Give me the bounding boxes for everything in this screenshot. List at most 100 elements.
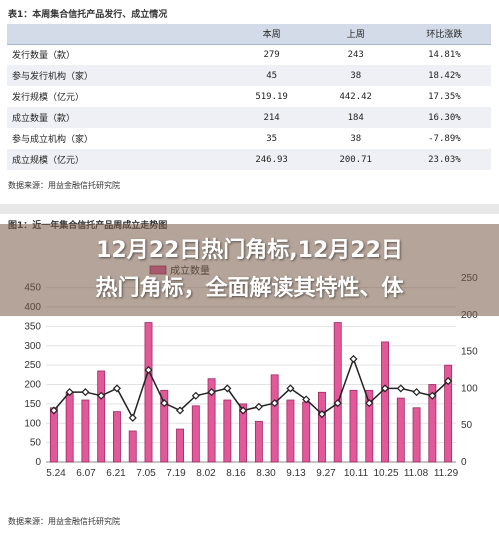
headline: 12月22日热门角标,12月22日 热门角标，全面解读其特性、体 bbox=[0, 232, 499, 308]
line-point bbox=[254, 402, 263, 411]
y-right-tick-label: 0 bbox=[461, 457, 467, 468]
cell-last-week: 243 bbox=[313, 44, 398, 65]
bar bbox=[254, 420, 263, 463]
line-point bbox=[207, 388, 216, 397]
bar bbox=[176, 428, 184, 463]
bar bbox=[191, 405, 200, 463]
bar bbox=[65, 391, 74, 463]
x-tick-label: 8.16 bbox=[226, 468, 246, 479]
y-left-tick-label: 50 bbox=[30, 438, 42, 449]
cell-last-week: 184 bbox=[313, 107, 398, 128]
bar bbox=[113, 411, 121, 463]
line-point bbox=[97, 391, 106, 400]
line-point bbox=[286, 384, 295, 393]
line-point bbox=[270, 399, 279, 408]
row-label: 成立规模（亿元） bbox=[7, 149, 230, 170]
row-label: 发行数量（款） bbox=[7, 44, 230, 65]
bar bbox=[160, 389, 169, 463]
line-point bbox=[239, 406, 248, 415]
headline-overlay bbox=[0, 224, 499, 316]
line-point bbox=[444, 376, 453, 386]
cell-this-week: 45 bbox=[229, 65, 314, 86]
x-tick-label: 11.29 bbox=[434, 468, 459, 479]
y-left-tick-label: 300 bbox=[24, 341, 41, 352]
row-label: 成立数量（款） bbox=[7, 107, 230, 128]
line-point bbox=[49, 406, 58, 415]
bar bbox=[381, 341, 389, 463]
bar bbox=[239, 403, 248, 463]
bar bbox=[412, 407, 421, 463]
cell-this-week: 246.93 bbox=[229, 149, 314, 170]
bar bbox=[97, 370, 106, 463]
line-point bbox=[396, 384, 405, 393]
line-point bbox=[112, 384, 122, 393]
bar bbox=[270, 374, 279, 463]
cell-last-week: 38 bbox=[313, 128, 398, 149]
line-point bbox=[65, 388, 74, 397]
bar bbox=[128, 430, 137, 463]
line-point bbox=[175, 406, 185, 415]
header-change: 环比涨跌 bbox=[397, 24, 491, 45]
cell-this-week: 519.19 bbox=[229, 86, 314, 107]
header-last-week: 上周 bbox=[313, 24, 398, 45]
line-point bbox=[128, 413, 137, 422]
headline-line-1: 12月22日热门角标,12月22日 bbox=[96, 238, 403, 263]
cell-this-week: 214 bbox=[229, 107, 314, 128]
cell-this-week: 35 bbox=[229, 128, 314, 149]
y-left-tick-label: 200 bbox=[24, 380, 41, 391]
x-tick-label: 7.19 bbox=[166, 468, 186, 479]
section-divider bbox=[0, 204, 499, 214]
y-left-tick-label: 250 bbox=[24, 360, 41, 371]
x-tick-label: 6.21 bbox=[106, 468, 126, 479]
cell-last-week: 38 bbox=[313, 65, 398, 86]
bar bbox=[396, 397, 405, 463]
table-row: 成立数量（款） 214 184 16.30% bbox=[7, 107, 491, 128]
cell-last-week: 200.71 bbox=[313, 149, 398, 170]
line-point bbox=[144, 365, 153, 375]
bar bbox=[207, 378, 216, 463]
cell-change: 16.30% bbox=[397, 107, 491, 128]
bar bbox=[286, 399, 295, 463]
line-point bbox=[380, 384, 390, 393]
x-tick-label: 8.02 bbox=[196, 468, 216, 479]
table-row: 发行规模（亿元） 519.19 442.42 17.35% bbox=[7, 86, 491, 107]
cell-change: 23.03% bbox=[397, 149, 491, 170]
bar bbox=[365, 389, 374, 463]
y-left-tick-label: 100 bbox=[24, 418, 41, 429]
cell-change: -7.89% bbox=[397, 128, 491, 149]
table-title: 表1：本周集合信托产品发行、成立情况 bbox=[8, 10, 168, 20]
bar bbox=[223, 399, 232, 463]
header-this-week: 本周 bbox=[229, 24, 314, 45]
y-right-tick-label: 100 bbox=[461, 383, 478, 394]
line-point bbox=[191, 391, 200, 400]
bar bbox=[144, 322, 153, 463]
line-point bbox=[333, 399, 342, 408]
line-point bbox=[81, 388, 90, 397]
line-point bbox=[365, 399, 374, 408]
bar bbox=[444, 364, 453, 463]
line-point bbox=[412, 388, 421, 397]
x-tick-label: 5.24 bbox=[46, 468, 66, 479]
cell-change: 17.35% bbox=[397, 86, 491, 107]
series-line bbox=[53, 356, 449, 420]
cell-last-week: 442.42 bbox=[313, 86, 398, 107]
bar bbox=[428, 384, 437, 463]
bar bbox=[81, 399, 90, 463]
table-row: 发行数量（款） 279 243 14.81% bbox=[7, 44, 491, 65]
cell-this-week: 279 bbox=[229, 44, 314, 65]
table-row: 参与发行机构（家） 45 38 18.42% bbox=[7, 65, 491, 86]
chart-source-note: 数据来源：用益金融信托研究院 bbox=[8, 517, 120, 526]
x-tick-label: 9.13 bbox=[286, 468, 306, 479]
line-point bbox=[160, 399, 169, 408]
stats-table: 本周 上周 环比涨跌 发行数量（款） 279 243 14.81% 参与发行机构… bbox=[7, 24, 491, 170]
x-tick-label: 11.08 bbox=[404, 468, 429, 479]
y-right-tick-label: 150 bbox=[461, 347, 478, 358]
row-label: 参与成立机构（家） bbox=[7, 128, 230, 149]
x-tick-label: 10.25 bbox=[373, 468, 398, 479]
line-point bbox=[349, 354, 358, 364]
x-tick-label: 7.05 bbox=[136, 468, 156, 479]
headline-line-2: 热门角标，全面解读其特性、体 bbox=[95, 276, 404, 301]
x-tick-label: 9.27 bbox=[316, 468, 336, 479]
line-point bbox=[428, 391, 437, 400]
table-row: 参与成立机构（家） 35 38 -7.89% bbox=[7, 128, 491, 149]
